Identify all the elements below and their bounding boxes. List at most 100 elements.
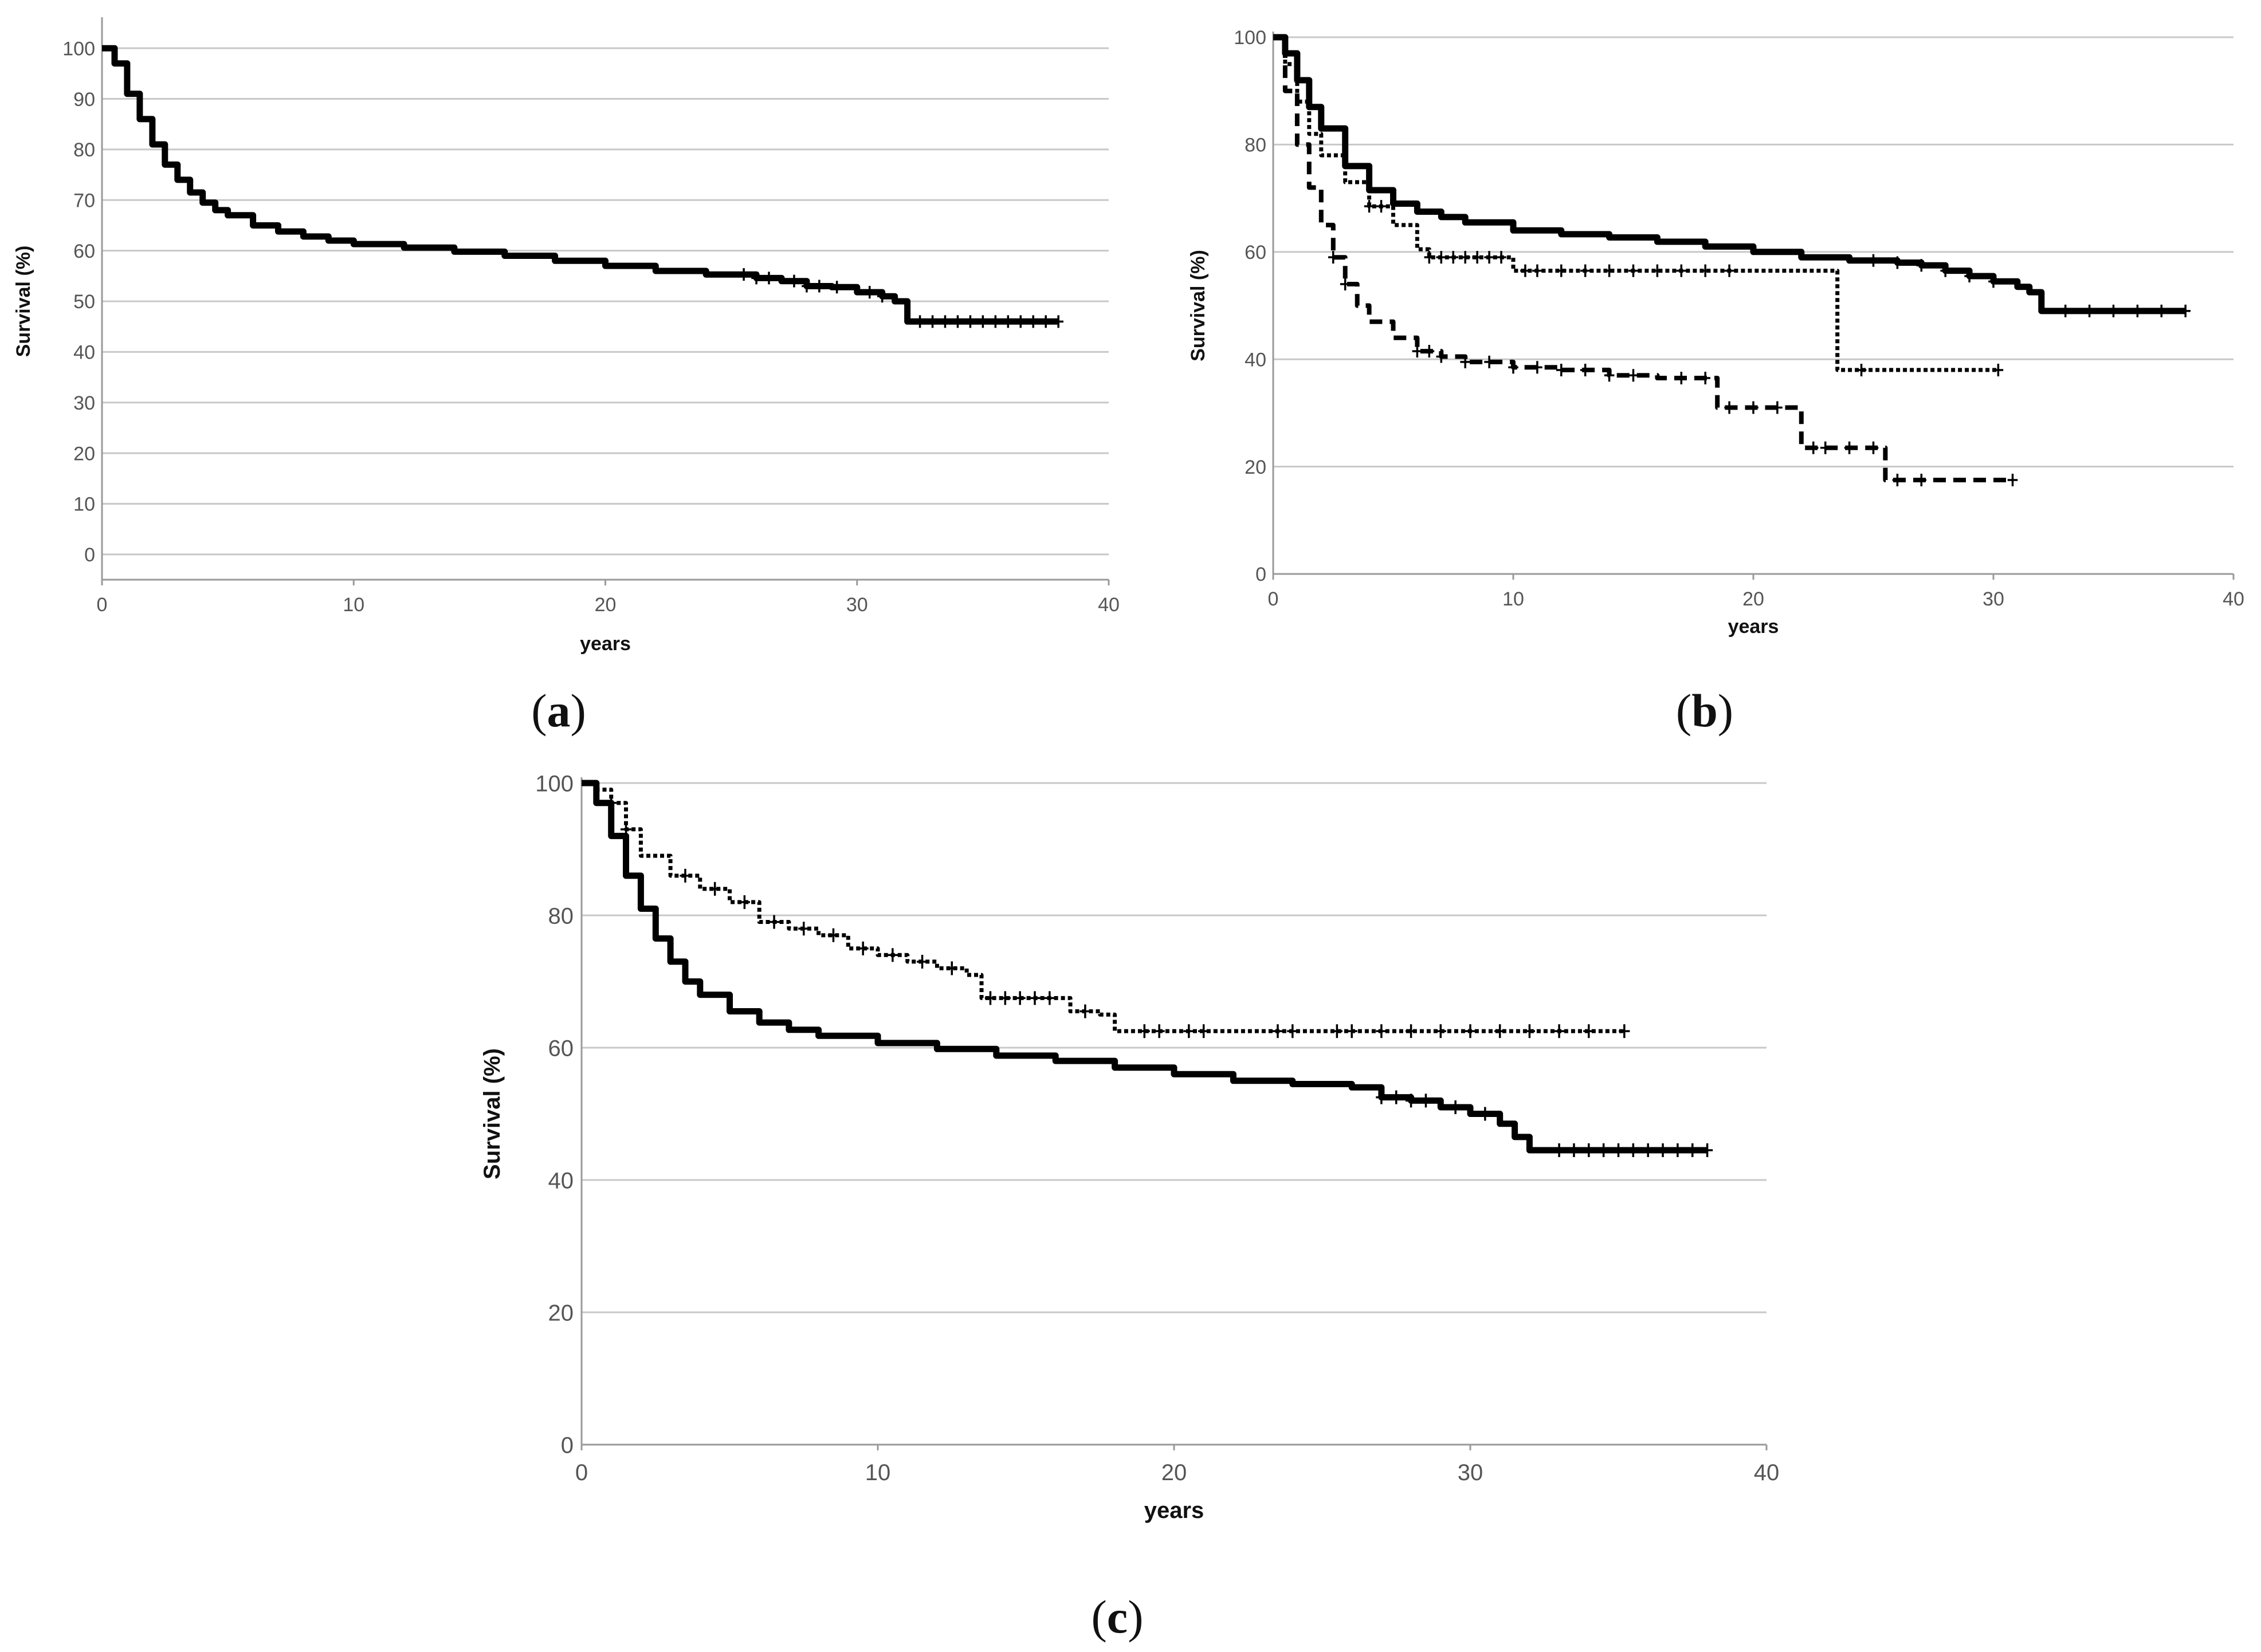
x-tick-label-a-2: 20 xyxy=(595,594,617,616)
censor-mark-a-1-9 xyxy=(914,315,925,328)
censor-mark-c-2-31 xyxy=(1524,1024,1535,1039)
censor-mark-b-3-1 xyxy=(1340,278,1351,291)
censor-mark-c-2-22 xyxy=(1272,1024,1283,1039)
censor-mark-a-1-5 xyxy=(814,280,825,293)
censor-mark-c-2-14 xyxy=(1014,991,1026,1005)
censor-mark-b-3-17 xyxy=(1772,401,1783,414)
censor-mark-c-2-5 xyxy=(768,915,780,929)
censor-mark-a-1-6 xyxy=(831,281,842,294)
panel-c-caption: (c) xyxy=(1091,1591,1143,1643)
chart-panel-b: 0 20 40 60 80 100 0 10 20 30 40 years Survival (%) xyxy=(1187,27,2244,638)
y-tick-label-b-2: 40 xyxy=(1245,349,1266,371)
censor-mark-c-1-7 xyxy=(1568,1143,1580,1158)
x-tick-label-a-0: 0 xyxy=(97,594,108,616)
y-tick-label-a-5: 50 xyxy=(73,291,95,313)
censor-mark-c-2-32 xyxy=(1553,1024,1565,1039)
panel-a-caption: (a) xyxy=(531,685,586,737)
censor-mark-c-2-30 xyxy=(1494,1024,1506,1039)
censor-mark-c-1-2 xyxy=(1406,1094,1417,1108)
censor-mark-a-1-20 xyxy=(1053,315,1063,328)
censor-mark-c-2-19 xyxy=(1153,1024,1165,1039)
survival-curve-a-1 xyxy=(102,45,1059,325)
censor-mark-c-2-25 xyxy=(1346,1024,1357,1039)
censor-mark-b-3-24 xyxy=(2007,474,2018,487)
censor-mark-a-1-18 xyxy=(1028,315,1039,328)
censor-mark-b-3-22 xyxy=(1892,474,1903,487)
y-tick-label-c-2: 40 xyxy=(548,1168,574,1193)
x-axis-title-b: years xyxy=(1728,616,1779,638)
censor-mark-c-1-0 xyxy=(1376,1090,1387,1104)
survival-curve-c-1 xyxy=(582,780,1707,1154)
censor-mark-c-2-11 xyxy=(946,961,957,976)
y-tick-label-b-1: 20 xyxy=(1245,457,1266,478)
panel-b-caption: (b) xyxy=(1676,685,1733,737)
x-tick-label-b-4: 40 xyxy=(2223,588,2244,610)
censor-mark-b-3-13 xyxy=(1676,371,1687,384)
censor-mark-b-2-13 xyxy=(1604,264,1615,277)
censor-mark-c-2-18 xyxy=(1139,1024,1150,1039)
censor-mark-b-1-9 xyxy=(2132,304,2143,317)
censor-mark-b-3-0 xyxy=(1328,251,1338,264)
censor-mark-b-1-7 xyxy=(2084,304,2095,317)
censor-mark-b-3-15 xyxy=(1724,401,1734,414)
censor-mark-b-3-14 xyxy=(1700,371,1710,384)
censor-mark-b-3-7 xyxy=(1508,361,1518,374)
x-tick-label-b-1: 10 xyxy=(1502,588,1524,610)
censor-mark-c-2-9 xyxy=(887,948,898,962)
x-tick-label-c-4: 40 xyxy=(1754,1460,1780,1485)
censor-mark-b-2-16 xyxy=(1676,264,1687,277)
censor-mark-b-2-12 xyxy=(1580,264,1591,277)
censor-mark-b-3-23 xyxy=(1916,474,1927,487)
x-axis-title-c: years xyxy=(1144,1498,1204,1523)
censor-mark-c-1-14 xyxy=(1672,1143,1683,1158)
x-axis-title-a: years xyxy=(580,633,631,655)
censor-mark-a-1-2 xyxy=(764,272,774,285)
y-tick-label-b-5: 100 xyxy=(1234,27,1266,49)
censor-mark-b-3-10 xyxy=(1580,363,1591,376)
x-tick-label-a-1: 10 xyxy=(343,594,364,616)
censor-mark-c-2-26 xyxy=(1376,1024,1387,1039)
censor-mark-c-2-23 xyxy=(1287,1024,1298,1039)
y-tick-label-c-5: 100 xyxy=(535,771,574,796)
censor-mark-c-1-5 xyxy=(1479,1107,1491,1121)
censor-mark-c-1-6 xyxy=(1553,1143,1565,1158)
censor-mark-b-1-11 xyxy=(2180,304,2191,317)
censor-mark-b-2-5 xyxy=(1460,251,1470,264)
censor-mark-c-2-33 xyxy=(1583,1024,1595,1039)
censor-mark-b-3-20 xyxy=(1844,441,1855,454)
censor-mark-b-3-3 xyxy=(1424,345,1435,358)
y-axis-title-b: Survival (%) xyxy=(1187,250,1209,361)
censor-mark-a-1-11 xyxy=(940,315,951,328)
x-tick-label-b-3: 30 xyxy=(1983,588,2004,610)
censor-mark-b-2-0 xyxy=(1364,200,1375,213)
censor-mark-c-2-28 xyxy=(1435,1024,1446,1039)
x-tick-label-b-0: 0 xyxy=(1268,588,1279,610)
censor-mark-c-2-27 xyxy=(1406,1024,1417,1039)
censor-mark-c-2-2 xyxy=(680,868,691,883)
censor-mark-b-1-8 xyxy=(2108,304,2119,317)
censor-mark-c-2-29 xyxy=(1465,1024,1476,1039)
censor-mark-b-1-3 xyxy=(1940,264,1950,277)
censor-mark-c-1-11 xyxy=(1627,1143,1639,1158)
censor-mark-c-2-10 xyxy=(916,954,928,969)
censor-mark-c-2-13 xyxy=(999,991,1011,1005)
x-tick-label-a-4: 40 xyxy=(1098,594,1120,616)
y-tick-label-a-9: 90 xyxy=(73,89,95,111)
censor-mark-a-1-19 xyxy=(1041,315,1051,328)
y-tick-label-a-4: 40 xyxy=(73,342,95,364)
censor-mark-c-2-8 xyxy=(857,941,869,955)
censor-mark-c-2-21 xyxy=(1198,1024,1210,1039)
censor-mark-b-3-11 xyxy=(1604,369,1615,382)
censor-mark-c-1-15 xyxy=(1687,1143,1698,1158)
chart-panel-a: 0 10 20 30 40 50 60 70 80 90 100 0 10 20 30 40 years Surv… xyxy=(13,17,1120,655)
censor-mark-a-1-0 xyxy=(739,268,749,281)
censor-mark-c-2-20 xyxy=(1183,1024,1195,1039)
censor-mark-b-1-6 xyxy=(2060,304,2071,317)
y-tick-label-b-3: 60 xyxy=(1245,242,1266,263)
censor-mark-a-1-3 xyxy=(789,274,799,288)
censor-mark-c-2-3 xyxy=(709,882,721,896)
y-tick-label-c-3: 60 xyxy=(548,1036,574,1061)
y-axis-title-a: Survival (%) xyxy=(13,246,34,357)
censor-mark-b-1-4 xyxy=(1964,269,1975,282)
